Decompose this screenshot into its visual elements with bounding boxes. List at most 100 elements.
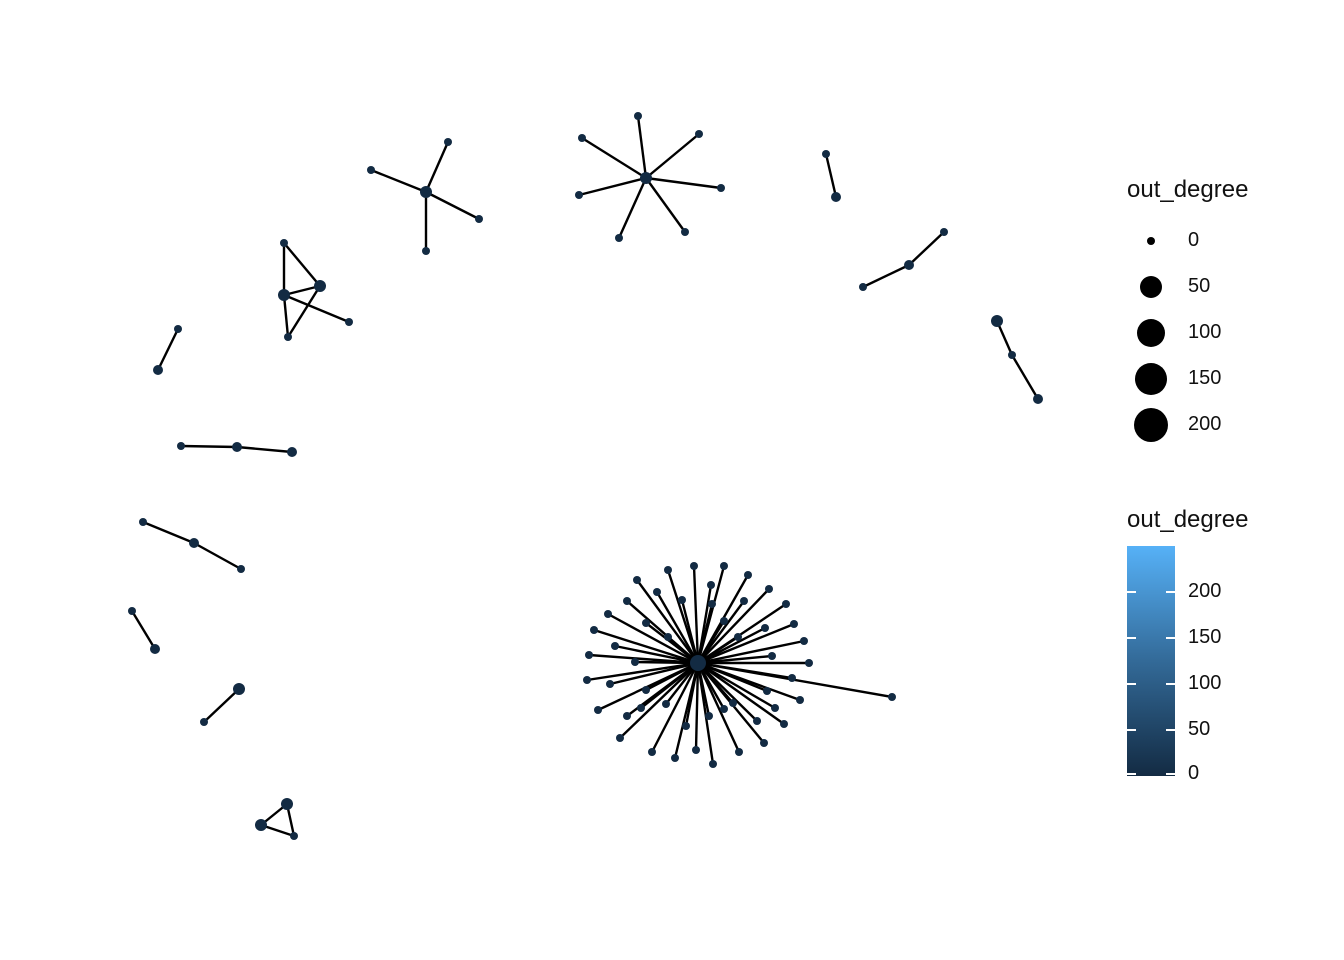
node (729, 699, 737, 707)
node (692, 746, 700, 754)
edge (696, 620, 726, 664)
node (690, 562, 698, 570)
edge (634, 660, 699, 665)
color-legend-tick (1127, 683, 1136, 685)
edge (619, 662, 699, 739)
size-legend-label: 200 (1188, 413, 1222, 435)
color-legend-tick (1166, 591, 1175, 593)
node (888, 693, 896, 701)
edge (650, 662, 700, 753)
node (763, 687, 771, 695)
node (611, 642, 619, 650)
node (287, 447, 297, 457)
node (831, 192, 841, 202)
node (780, 720, 788, 728)
node (705, 712, 713, 720)
node (717, 184, 725, 192)
edge (697, 661, 776, 710)
node (664, 633, 672, 641)
node (623, 712, 631, 720)
node (662, 700, 670, 708)
node (678, 596, 686, 604)
node (575, 191, 583, 199)
color-legend-tick (1166, 773, 1175, 775)
size-legend-key (1135, 363, 1167, 395)
node (284, 333, 292, 341)
node (720, 705, 728, 713)
node (139, 518, 147, 526)
node (578, 134, 586, 142)
node (709, 760, 717, 768)
edge (645, 177, 686, 233)
node (648, 748, 656, 756)
node (594, 706, 602, 714)
edge (283, 284, 321, 297)
node (720, 562, 728, 570)
node (280, 239, 288, 247)
node (422, 247, 430, 255)
node (585, 651, 593, 659)
node (150, 644, 160, 654)
edge (203, 688, 240, 723)
node (800, 637, 808, 645)
edge (645, 176, 722, 190)
edge (593, 628, 699, 665)
node (345, 318, 353, 326)
edge (581, 136, 647, 180)
node-layer (128, 112, 1043, 840)
edge (655, 591, 700, 664)
node (420, 186, 432, 198)
edge (645, 133, 700, 179)
color-legend-tick (1127, 729, 1136, 731)
node (653, 588, 661, 596)
color-legend-tick (1127, 591, 1136, 593)
node (281, 798, 293, 810)
edge (696, 662, 741, 753)
edge (607, 612, 699, 665)
node (708, 600, 716, 608)
node (177, 442, 185, 450)
node (237, 565, 245, 573)
edge (692, 565, 700, 664)
node (633, 576, 641, 584)
node (859, 283, 867, 291)
color-legend-label: 100 (1188, 672, 1222, 694)
edge (156, 328, 180, 371)
node (753, 717, 761, 725)
node (671, 754, 679, 762)
node (760, 739, 768, 747)
node (606, 680, 614, 688)
edge (617, 177, 648, 239)
node (233, 683, 245, 695)
node (790, 620, 798, 628)
node (444, 138, 452, 146)
edge (995, 320, 1014, 356)
node (604, 610, 612, 618)
edge (697, 639, 805, 665)
node (695, 130, 703, 138)
node (707, 581, 715, 589)
edge (673, 662, 700, 759)
edge (180, 444, 238, 449)
edge (609, 661, 699, 686)
color-legend-label: 50 (1188, 718, 1211, 740)
node (189, 538, 199, 548)
size-legend-key (1134, 408, 1168, 442)
node (278, 289, 290, 301)
node (642, 686, 650, 694)
node (940, 228, 948, 236)
color-legend-tick (1166, 683, 1175, 685)
node (788, 674, 796, 682)
node (174, 325, 182, 333)
size-legend-key (1137, 319, 1165, 347)
edge (142, 520, 195, 545)
node (681, 228, 689, 236)
edge (1010, 354, 1040, 400)
node (367, 166, 375, 174)
edge (636, 579, 699, 664)
color-legend-tick (1127, 773, 1136, 775)
edge-layer (130, 115, 1040, 838)
node (734, 633, 742, 641)
size-legend-key (1140, 276, 1162, 298)
color-legend-tick (1166, 729, 1175, 731)
